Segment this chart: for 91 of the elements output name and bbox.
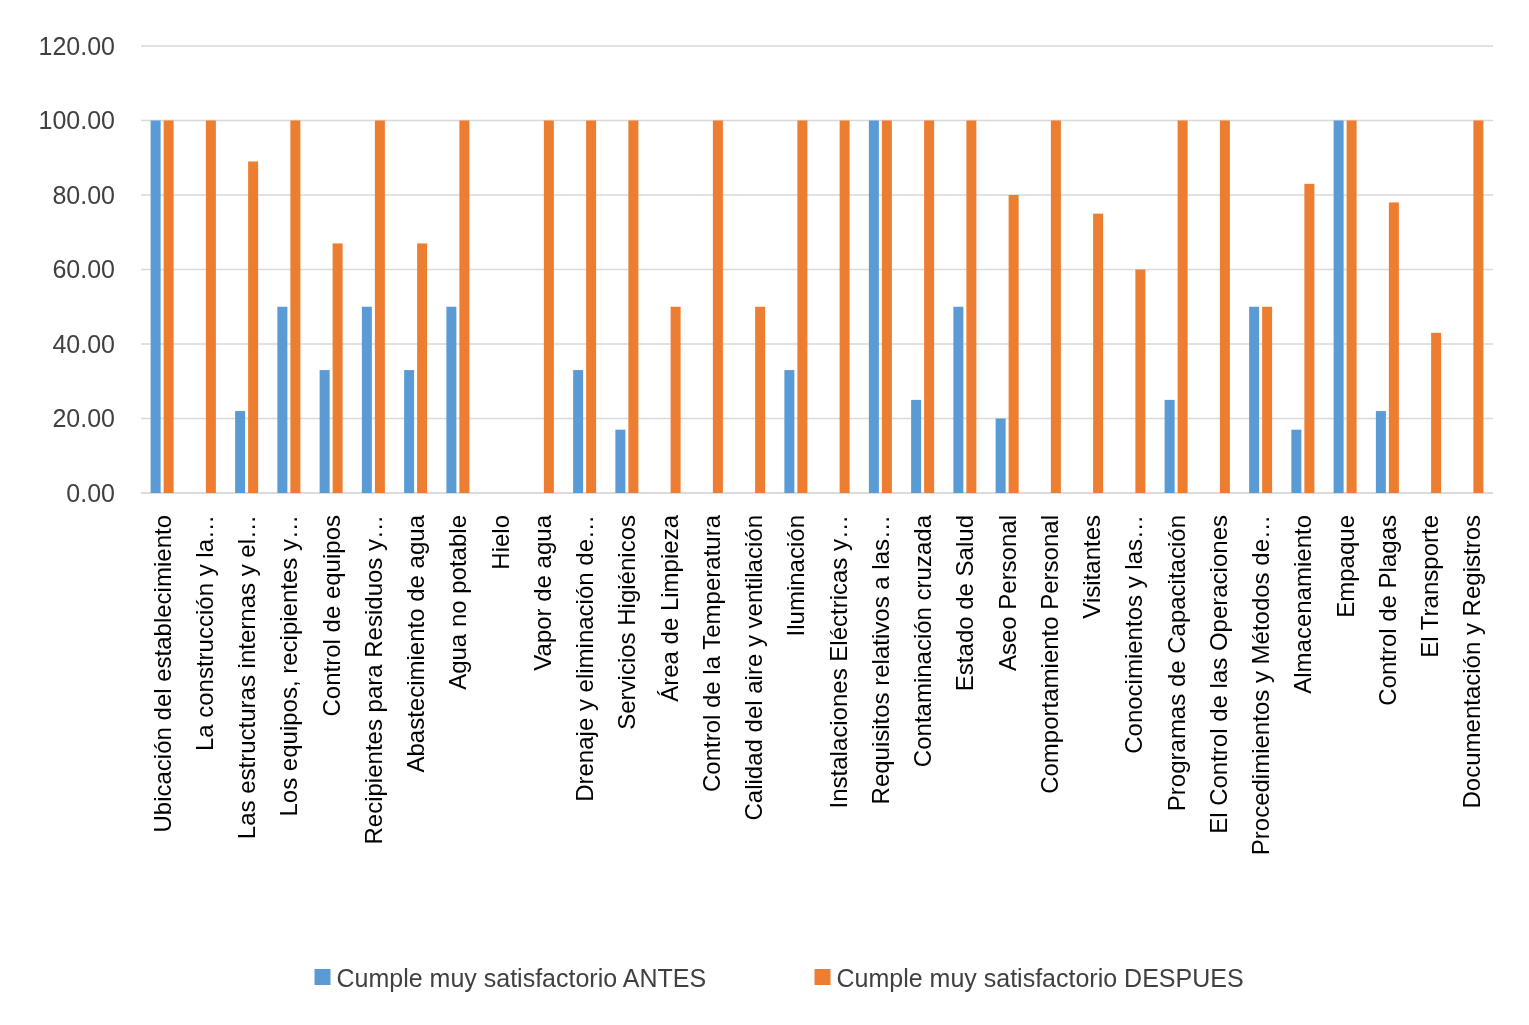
bar xyxy=(374,120,385,493)
x-tick-label: Control de la Temperatura xyxy=(697,514,725,793)
bar xyxy=(797,120,808,493)
bar xyxy=(235,411,246,493)
bar xyxy=(1333,120,1344,493)
bar xyxy=(1093,213,1104,493)
x-tick-label: Empaque xyxy=(1331,515,1359,618)
bar xyxy=(1473,120,1484,493)
bar xyxy=(1249,306,1260,493)
x-tick-label: Contaminación cruzada xyxy=(909,514,937,768)
bar xyxy=(446,306,457,493)
x-tick-label: Vapor de agua xyxy=(528,514,556,671)
y-tick-label: 0.00 xyxy=(66,478,115,507)
bar xyxy=(1346,120,1357,493)
x-tick-label: Aseo Personal xyxy=(993,515,1021,672)
x-tick-label: La construcción y la… xyxy=(190,515,218,752)
bar xyxy=(1219,120,1230,493)
x-tick-label: Hielo xyxy=(486,515,514,570)
x-tick-label: Los equipos, recipientes y… xyxy=(275,515,303,817)
bar xyxy=(277,306,288,493)
bar xyxy=(573,370,584,493)
bar xyxy=(459,120,470,493)
legend-label: Cumple muy satisfactorio ANTES xyxy=(336,963,707,992)
bar xyxy=(784,370,795,493)
bar xyxy=(332,243,343,493)
x-tick-label: Estado de Salud xyxy=(951,515,979,692)
x-tick-label: El Control de las Operaciones xyxy=(1204,515,1232,834)
bar xyxy=(911,399,922,493)
bar xyxy=(712,120,723,493)
bar xyxy=(868,120,879,493)
x-tick-label: Visitantes xyxy=(1078,515,1106,619)
bar xyxy=(290,120,301,493)
x-tick-label: Calidad del aire y ventilación xyxy=(740,515,768,821)
bar xyxy=(361,306,372,493)
x-tick-label: Agua no potable xyxy=(444,515,472,690)
bar xyxy=(417,243,428,493)
bar xyxy=(205,120,216,493)
bar xyxy=(670,306,681,493)
bar xyxy=(1431,332,1442,493)
x-tick-label: Conocimientos y las… xyxy=(1120,515,1148,754)
x-tick-label: Almacenamiento xyxy=(1289,515,1317,694)
y-tick-label: 40.00 xyxy=(52,329,115,358)
bar xyxy=(1304,183,1315,493)
bar xyxy=(881,120,892,493)
x-tick-label: Programas de Capacitación xyxy=(1162,515,1190,812)
bar xyxy=(1375,411,1386,493)
bar xyxy=(319,370,330,493)
bar xyxy=(953,306,964,493)
x-tick-label: Documentación y Registros xyxy=(1458,515,1486,809)
x-tick-label: Las estructuras internas y el… xyxy=(233,515,261,840)
y-tick-label: 80.00 xyxy=(52,180,115,209)
bar xyxy=(1262,306,1273,493)
y-tick-label: 60.00 xyxy=(52,255,115,284)
legend-label: Cumple muy satisfactorio DESPUES xyxy=(836,963,1244,992)
x-tick-label: Servicios Higiénicos xyxy=(613,515,641,730)
bar xyxy=(1050,120,1061,493)
x-tick-label: Recipientes para Residuos y… xyxy=(359,515,387,845)
bar xyxy=(839,120,850,493)
bar xyxy=(995,418,1006,493)
x-tick-label: Control de Plagas xyxy=(1373,515,1401,706)
bar xyxy=(1388,202,1399,493)
x-tick-label: Iluminación xyxy=(782,515,810,637)
x-tick-label: Instalaciones Eléctricas y… xyxy=(824,515,852,809)
x-tick-label: Procedimientos y Métodos de… xyxy=(1247,515,1275,856)
y-tick-label: 100.00 xyxy=(38,106,115,135)
x-tick-label: Ubicación del establecimiento xyxy=(148,515,176,833)
x-tick-label: Requisitos relativos a las… xyxy=(866,515,894,805)
bar xyxy=(1164,399,1175,493)
bar xyxy=(586,120,597,493)
x-tick-label: Control de equipos xyxy=(317,515,345,717)
x-tick-label: Comportamiento Personal xyxy=(1035,515,1063,794)
y-tick-label: 120.00 xyxy=(38,31,115,60)
bar xyxy=(1008,195,1019,493)
bar xyxy=(248,161,259,493)
x-tick-label: Área de Limpieza xyxy=(655,514,683,702)
bar xyxy=(615,429,626,493)
x-tick-label: El Transporte xyxy=(1416,515,1444,658)
bar xyxy=(1177,120,1188,493)
bar xyxy=(163,120,174,493)
x-tick-label: Drenaje y eliminación de… xyxy=(571,515,599,802)
y-tick-label: 20.00 xyxy=(52,404,115,433)
bar xyxy=(1135,269,1146,493)
bar xyxy=(924,120,935,493)
bar xyxy=(543,120,554,493)
bar xyxy=(966,120,977,493)
bar xyxy=(1291,429,1302,493)
bar xyxy=(404,370,415,493)
x-tick-label: Abastecimiento de agua xyxy=(402,514,430,773)
bar xyxy=(628,120,639,493)
bar xyxy=(755,306,766,493)
bar xyxy=(150,120,161,493)
